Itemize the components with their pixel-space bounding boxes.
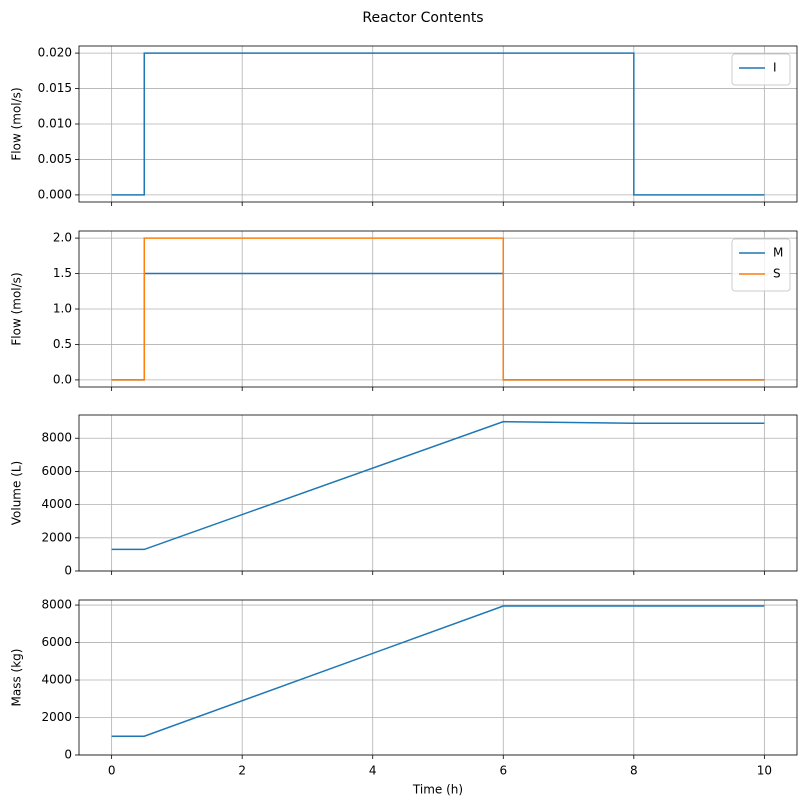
legend-label: S bbox=[773, 267, 781, 281]
y-tick-label: 0.020 bbox=[38, 46, 72, 60]
y-axis-label: Mass (kg) bbox=[10, 649, 24, 707]
y-tick-label: 2.0 bbox=[53, 231, 72, 245]
x-tick-label: 10 bbox=[757, 764, 772, 778]
axes-frame bbox=[78, 230, 798, 388]
legend-box bbox=[731, 53, 791, 86]
data-line bbox=[111, 237, 765, 381]
y-tick-label: 4000 bbox=[41, 673, 72, 687]
x-tick-label: 4 bbox=[369, 764, 377, 778]
subplot: 0 2 4 6 8 10 0 2000 4000 6000 8000 Mass (kg) Time (h… bbox=[10, 598, 798, 797]
legend-label: I bbox=[773, 61, 777, 75]
figure-title: Reactor Contents bbox=[362, 10, 483, 26]
data-line bbox=[111, 52, 765, 196]
y-tick-label: 2000 bbox=[41, 530, 72, 544]
y-tick-label: 6000 bbox=[41, 464, 72, 478]
x-tick-label: 8 bbox=[630, 764, 638, 778]
y-axis-label: Volume (L) bbox=[10, 461, 24, 526]
y-tick-label: 0.015 bbox=[38, 81, 72, 95]
y-tick-label: 1.0 bbox=[53, 302, 72, 316]
subplot: 0.000 0.005 0.010 0.015 0.020 Flow (mol/s) I bbox=[10, 46, 798, 206]
legend-label: M bbox=[773, 246, 783, 260]
y-axis-label: Flow (mol/s) bbox=[10, 87, 24, 160]
axes-frame bbox=[78, 45, 798, 203]
x-tick-label: 6 bbox=[499, 764, 507, 778]
axes-frame bbox=[78, 414, 798, 572]
y-tick-label: 0.0 bbox=[53, 372, 72, 386]
y-tick-label: 4000 bbox=[41, 497, 72, 511]
y-tick-label: 1.5 bbox=[53, 266, 72, 280]
y-tick-label: 0 bbox=[64, 748, 72, 762]
y-tick-label: 8000 bbox=[41, 431, 72, 445]
data-line bbox=[111, 420, 765, 551]
y-tick-label: 0.5 bbox=[53, 337, 72, 351]
y-tick-label: 6000 bbox=[41, 635, 72, 649]
x-axis-label: Time (h) bbox=[412, 783, 463, 797]
y-axis-label: Flow (mol/s) bbox=[10, 272, 24, 345]
y-tick-label: 0.010 bbox=[38, 117, 72, 131]
x-tick-label: 2 bbox=[238, 764, 246, 778]
y-tick-label: 8000 bbox=[41, 598, 72, 612]
axes-frame bbox=[78, 599, 798, 756]
y-tick-label: 0 bbox=[64, 564, 72, 578]
subplot: 0.0 0.5 1.0 1.5 2.0 Flow (mol/s) MS bbox=[10, 231, 798, 391]
y-tick-label: 2000 bbox=[41, 710, 72, 724]
x-tick-label: 0 bbox=[108, 764, 116, 778]
y-tick-label: 0.005 bbox=[38, 152, 72, 166]
y-tick-label: 0.000 bbox=[38, 187, 72, 201]
subplot: 0 2000 4000 6000 8000 Volume (L) bbox=[10, 414, 798, 578]
data-line bbox=[111, 605, 765, 738]
legend-box bbox=[731, 238, 791, 292]
